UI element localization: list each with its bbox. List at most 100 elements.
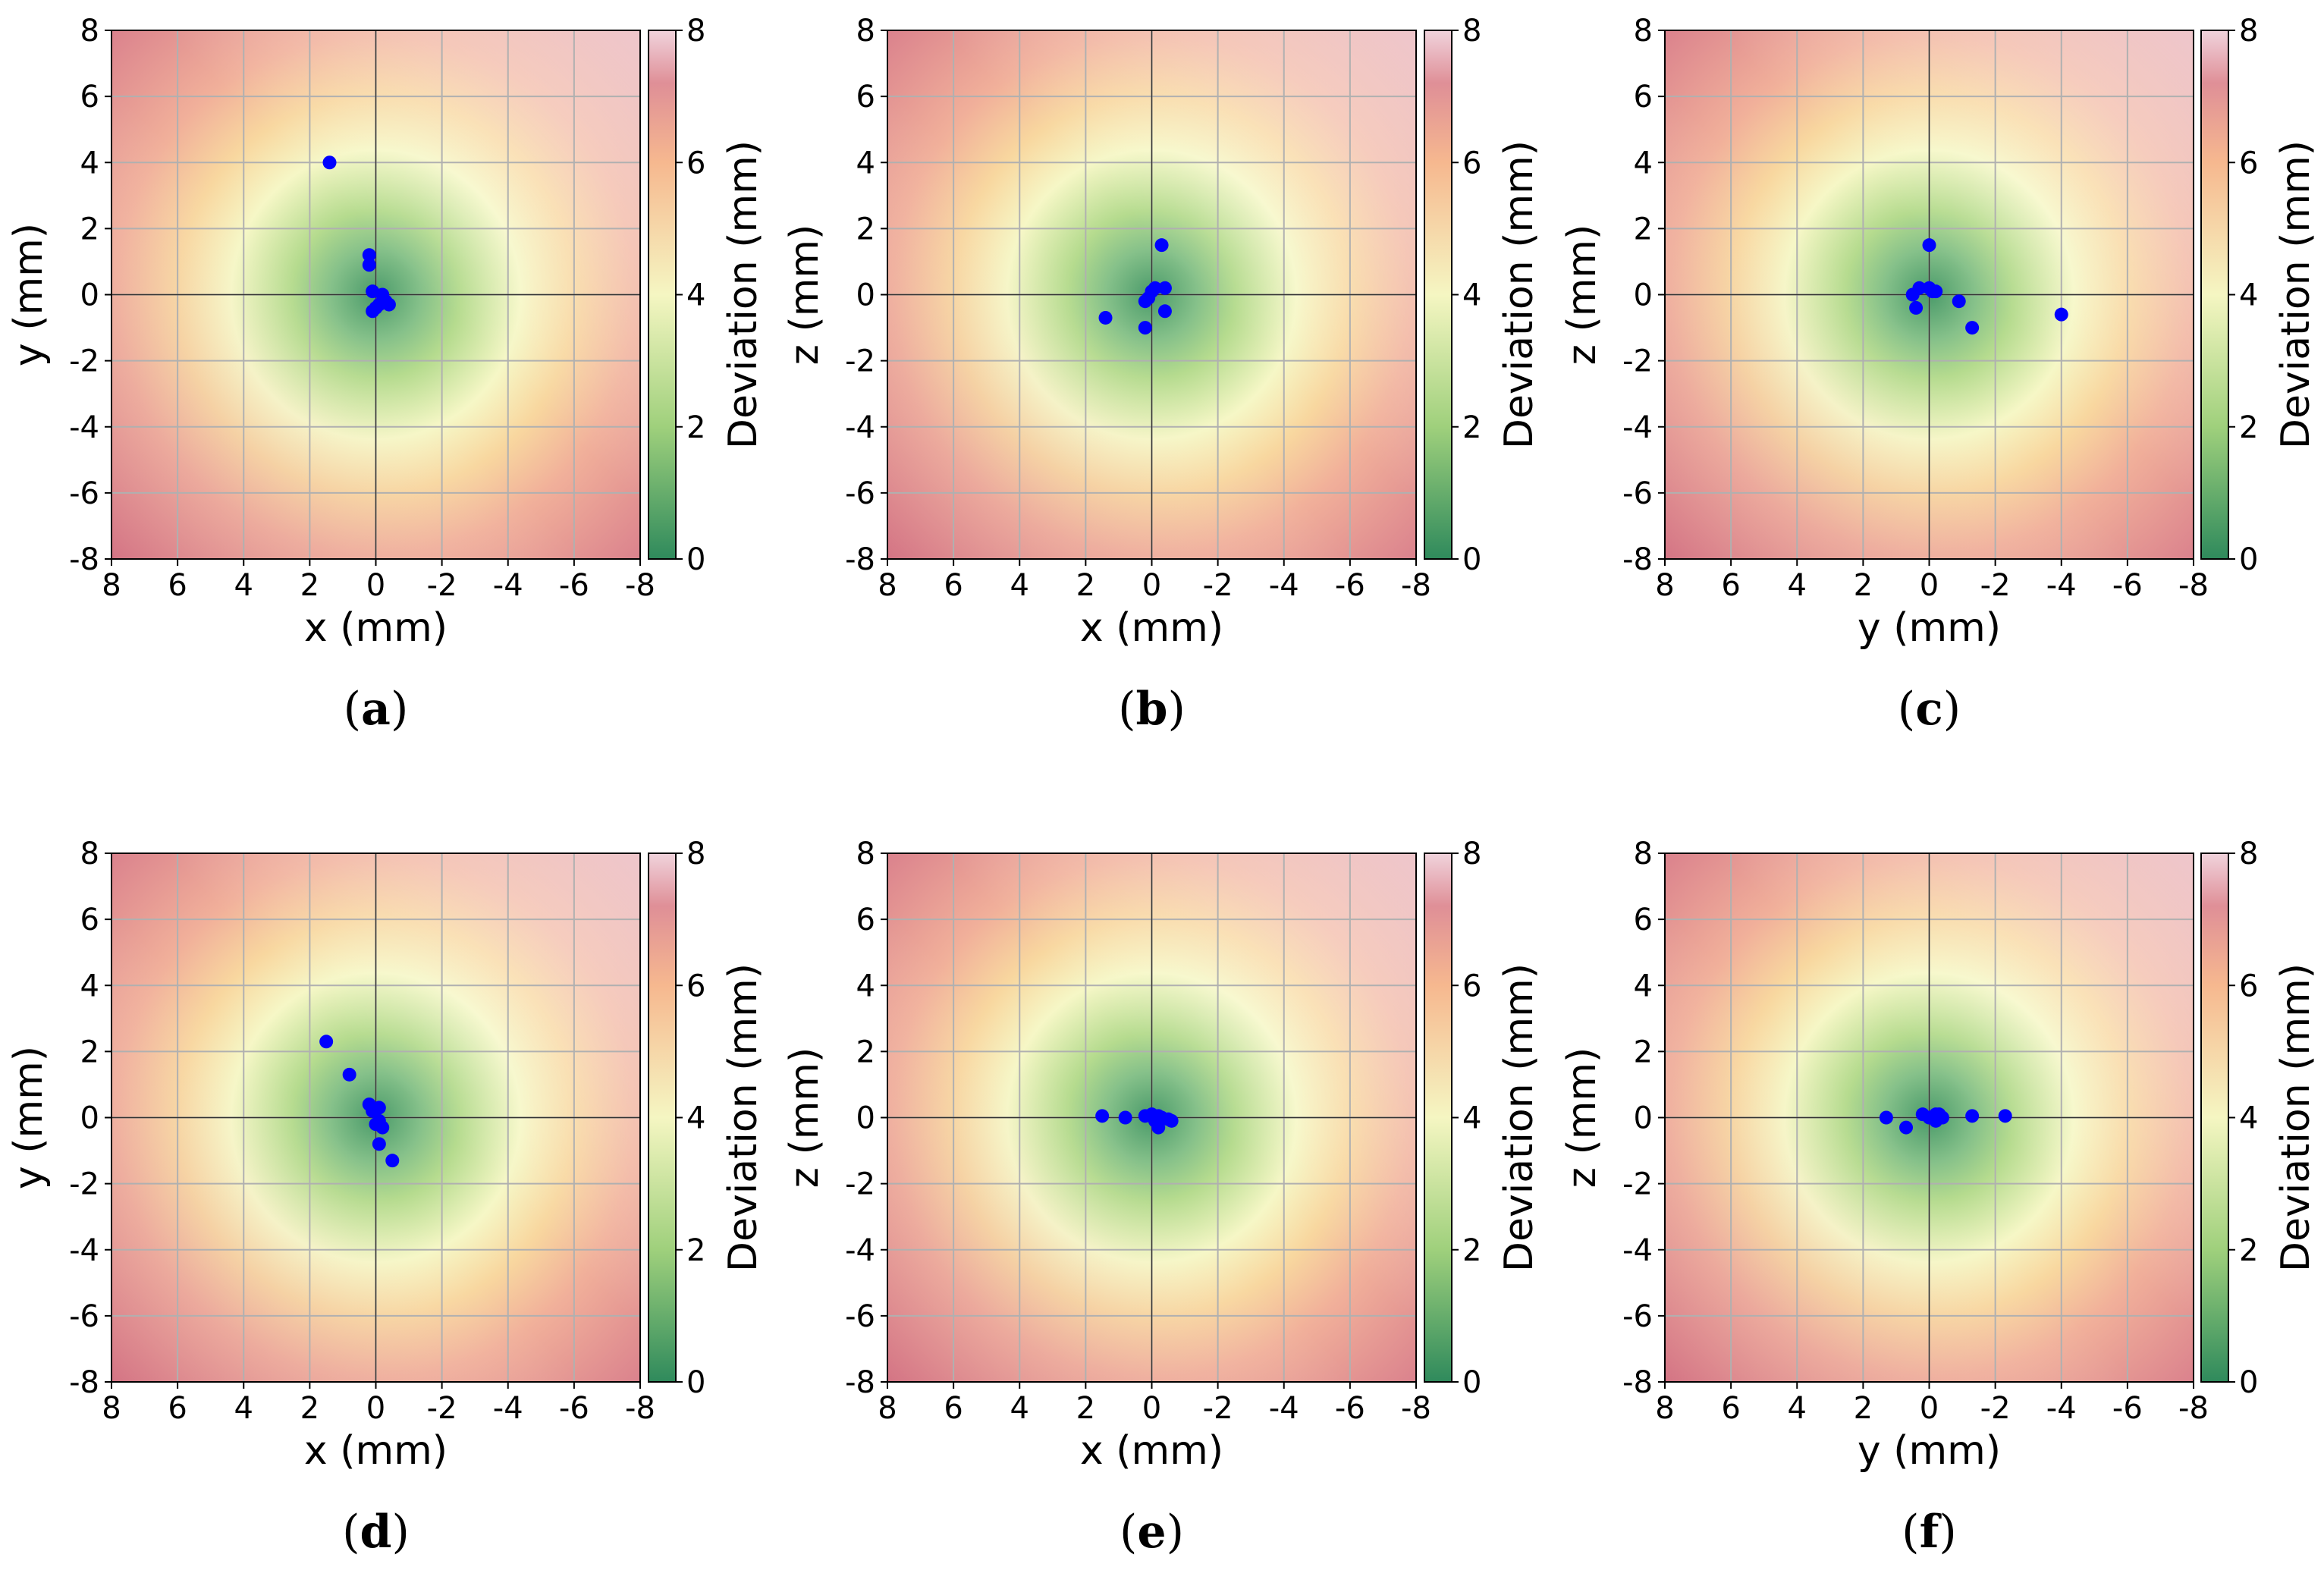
y-tick-label: 4 [1634,146,1653,181]
data-point [1098,310,1113,325]
y-tick-label: 8 [856,837,875,871]
colorbar-tick-label: 2 [686,410,705,445]
colorbar-tick-label: 4 [2239,278,2258,313]
data-point [1905,287,1920,302]
colorbar-tick-label: 8 [2239,837,2258,871]
y-tick-label: -8 [69,542,99,577]
y-tick-label: -6 [69,1299,99,1334]
colorbar-tick-label: 0 [2239,542,2258,577]
y-tick-label: 8 [856,14,875,49]
x-tick-label: 0 [1142,1391,1161,1426]
data-point [382,297,396,312]
x-axis-label: x (mm) [304,1428,448,1474]
x-tick-label: -4 [1269,568,1299,603]
colorbar-label: Deviation (mm) [721,140,766,449]
data-point [362,248,376,262]
y-tick-label: -4 [69,410,99,445]
y-axis-label: z (mm) [1559,1047,1605,1189]
data-point [1929,284,1943,299]
y-tick-label: -2 [845,344,875,379]
y-tick-label: 2 [1634,212,1653,246]
x-tick-label: 6 [168,568,187,603]
data-point [1909,300,1924,315]
colorbar [648,853,677,1383]
colorbar-tick-label: 4 [2239,1101,2258,1136]
y-tick-label: 4 [856,969,875,1003]
y-tick-label: -4 [845,1233,875,1268]
panel-label: (a) [344,683,409,736]
colorbar-tick-label: 0 [1462,542,1481,577]
data-point [1154,238,1169,253]
data-point [1138,294,1152,309]
x-axis-label: y (mm) [1858,1428,2001,1474]
y-tick-label: -8 [845,1365,875,1400]
colorbar-tick-label: 4 [1462,1101,1481,1136]
data-point [1998,1109,2012,1123]
panel-d: 8 8 6 6 4 4 2 2 0 0 -2 -2 -4 -4 -6 -6 -8 -8 x (mm) y (mm) 0 2… [6,837,766,1559]
x-tick-label: 8 [102,1391,121,1426]
y-axis-label: y (mm) [6,223,52,366]
colorbar-tick-label: 8 [1462,837,1481,871]
x-tick-label: 0 [1920,568,1939,603]
y-tick-label: -6 [845,476,875,511]
y-tick-label: -8 [1622,1365,1653,1400]
x-tick-label: -2 [1980,568,2011,603]
y-tick-label: 8 [1634,837,1653,871]
panel-b: 8 8 6 6 4 4 2 2 0 0 -2 -2 -4 -4 -6 -6 -8 -8 x (mm) z (mm) 0 2… [782,14,1542,736]
y-axis-label: z (mm) [782,1047,828,1189]
x-tick-label: -8 [1401,1391,1431,1426]
x-tick-label: 6 [168,1391,187,1426]
colorbar [648,30,677,560]
y-tick-label: 0 [1634,1101,1653,1136]
y-tick-label: -8 [845,542,875,577]
y-tick-label: -8 [1622,542,1653,577]
y-tick-label: -4 [845,410,875,445]
y-axis-label: z (mm) [782,225,828,366]
data-point [1879,1110,1893,1125]
y-tick-label: 6 [1634,903,1653,937]
y-tick-label: 0 [1634,278,1653,313]
colorbar-tick-label: 6 [2239,146,2258,181]
y-tick-label: -4 [1622,410,1653,445]
y-tick-label: 2 [80,1035,99,1069]
x-tick-label: 2 [1076,568,1095,603]
x-tick-label: -2 [427,568,457,603]
x-tick-label: 8 [1655,1391,1674,1426]
x-tick-label: -2 [1980,1391,2011,1426]
x-tick-label: 4 [1010,568,1029,603]
colorbar-label: Deviation (mm) [721,963,766,1272]
data-point [322,155,337,170]
x-tick-label: 2 [300,568,319,603]
x-tick-label: 6 [944,568,963,603]
colorbar-tick-label: 2 [686,1233,705,1268]
x-tick-label: 0 [1920,1391,1939,1426]
data-point [1952,294,1966,309]
colorbar-tick-label: 4 [1462,278,1481,313]
x-tick-label: 8 [102,568,121,603]
y-tick-label: -2 [845,1167,875,1202]
x-tick-label: 2 [300,1391,319,1426]
x-tick-label: -8 [1401,568,1431,603]
x-tick-label: -6 [2112,568,2143,603]
y-tick-label: -6 [1622,476,1653,511]
data-point [2054,307,2068,322]
x-tick-label: 4 [1788,1391,1807,1426]
colorbar-tick-label: 0 [2239,1365,2258,1400]
colorbar-tick-label: 6 [2239,969,2258,1003]
x-tick-label: -6 [559,568,589,603]
data-point [372,1137,386,1151]
x-tick-label: 8 [878,568,897,603]
x-tick-label: 6 [1721,568,1740,603]
data-point [1138,321,1152,335]
y-axis-label: z (mm) [1559,225,1605,366]
data-point [1965,1109,1980,1123]
colorbar-label: Deviation (mm) [2273,140,2319,449]
data-point [1965,321,1980,335]
x-tick-label: -4 [1269,1391,1299,1426]
y-tick-label: 2 [856,212,875,246]
colorbar-tick-label: 0 [1462,1365,1481,1400]
panel-label: (c) [1898,683,1961,736]
x-tick-label: -8 [2178,1391,2209,1426]
y-tick-label: -4 [69,1233,99,1268]
data-point [1151,1120,1166,1135]
